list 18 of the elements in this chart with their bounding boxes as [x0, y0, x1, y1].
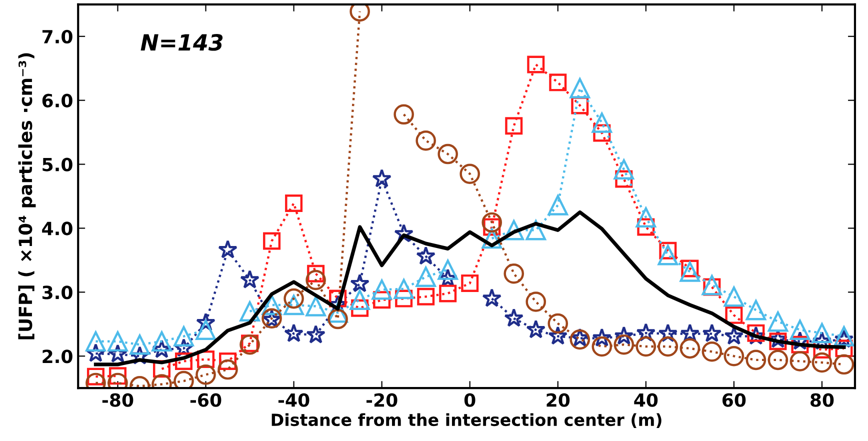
x-tick-label: -80	[102, 393, 134, 407]
x-tick-label: -40	[278, 393, 310, 407]
y-tick-label: 2.0	[42, 350, 72, 364]
x-tick-label: 60	[722, 393, 746, 407]
y-tick-label: 4.0	[42, 222, 72, 236]
y-tick-label: 3.0	[42, 286, 72, 300]
y-tick-label: 5.0	[42, 158, 72, 172]
annotation: N=143	[140, 34, 223, 51]
y-tick-label: 6.0	[42, 94, 72, 108]
x-tick-label: -60	[190, 393, 222, 407]
x-axis-title: Distance from the intersection center (m)	[272, 413, 662, 428]
y-tick-label: 7.0	[42, 30, 72, 44]
x-tick-label: 0	[464, 393, 476, 407]
x-tick-label: 20	[546, 393, 570, 407]
y-axis-title: [UFP] ( ×10⁴ particles ·cm⁻³)	[18, 53, 36, 340]
x-tick-label: 80	[810, 393, 834, 407]
x-tick-label: 40	[634, 393, 658, 407]
x-tick-label: -20	[366, 393, 398, 407]
